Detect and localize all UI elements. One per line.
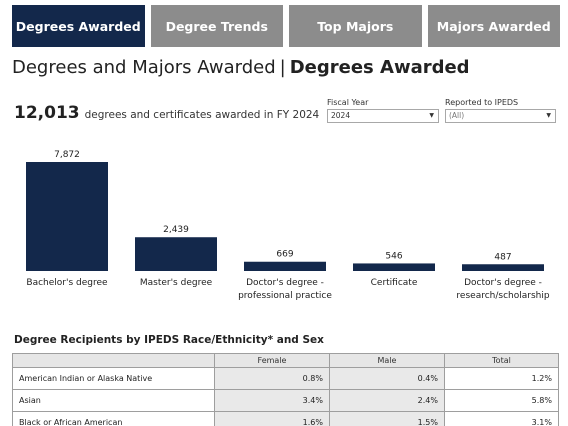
total-value: 1.2% (444, 367, 559, 390)
male-value: 1.5% (329, 411, 445, 426)
female-value: 0.8% (214, 367, 330, 390)
total-value: 5.8% (444, 389, 559, 412)
table-row: Black or African American 1.6% 1.5% 3.1% (12, 411, 559, 426)
category-label: professional practice (238, 291, 332, 301)
headline-summary: 12,013 degrees and certificates awarded … (14, 103, 319, 123)
ipeds-filter: Reported to IPEDS (All) ▼ (445, 98, 556, 123)
bar-value-label: 2,439 (163, 225, 189, 235)
tab-degree-trends[interactable]: Degree Trends (150, 5, 283, 47)
table-title: Degree Recipients by IPEDS Race/Ethnicit… (14, 334, 324, 346)
table-header-row: Female Male Total (12, 353, 559, 368)
bar-2[interactable] (244, 261, 326, 271)
fiscal-year-select[interactable]: 2024 ▼ (327, 109, 439, 123)
bar-value-label: 669 (276, 250, 293, 260)
row-label: American Indian or Alaska Native (12, 367, 215, 390)
total-degrees-count: 12,013 (14, 103, 80, 123)
title-separator: | (279, 57, 286, 78)
degrees-bar-chart: 7,872 Bachelor's degree 2,439 Master's degr… (26, 150, 550, 301)
bar-1[interactable] (135, 237, 217, 271)
page-title-main: Degrees and Majors Awarded (12, 57, 276, 78)
category-label: Certificate (371, 278, 418, 288)
ipeds-value: (All) (449, 111, 465, 120)
category-label: Master's degree (140, 278, 213, 288)
row-label: Black or African American (12, 411, 215, 426)
bar-4[interactable] (462, 264, 544, 271)
female-value: 1.6% (214, 411, 330, 426)
bar-0[interactable] (26, 162, 108, 271)
category-label: research/scholarship (456, 291, 549, 301)
table-row: Asian 3.4% 2.4% 5.8% (12, 389, 559, 412)
table-header-female: Female (214, 353, 330, 368)
female-value: 3.4% (214, 389, 330, 412)
tab-degrees-awarded[interactable]: Degrees Awarded (12, 5, 145, 47)
bar-value-label: 487 (494, 252, 511, 262)
table-header-total: Total (444, 353, 559, 368)
tab-top-majors[interactable]: Top Majors (289, 5, 422, 47)
male-value: 2.4% (329, 389, 445, 412)
page-title: Degrees and Majors Awarded | Degrees Award… (12, 57, 470, 78)
category-label: Bachelor's degree (26, 278, 108, 288)
category-label: Doctor's degree - (464, 278, 542, 288)
bar-3[interactable] (353, 263, 435, 271)
total-degrees-text: degrees and certificates awarded in FY 2… (84, 109, 320, 121)
category-label: Doctor's degree - (246, 278, 324, 288)
row-label: Asian (12, 389, 215, 412)
bar-value-label: 546 (385, 251, 402, 261)
chevron-down-icon: ▼ (429, 112, 434, 119)
fiscal-year-filter: Fiscal Year 2024 ▼ (327, 98, 439, 123)
total-value: 3.1% (444, 411, 559, 426)
fiscal-year-value: 2024 (331, 111, 351, 120)
table-header-blank (12, 353, 215, 368)
bar-value-label: 7,872 (54, 150, 80, 160)
tab-majors-awarded[interactable]: Majors Awarded (427, 5, 560, 47)
table-row: American Indian or Alaska Native 0.8% 0.… (12, 367, 559, 390)
page-title-sub: Degrees Awarded (289, 57, 470, 78)
fiscal-year-label: Fiscal Year (327, 98, 369, 107)
ipeds-label: Reported to IPEDS (445, 98, 519, 107)
tab-bar: Degrees Awarded Degree Trends Top Majors… (12, 5, 560, 47)
chevron-down-icon: ▼ (546, 112, 551, 119)
male-value: 0.4% (329, 367, 445, 390)
race-sex-table: Female Male Total American Indian or Ala… (12, 353, 559, 426)
table-header-male: Male (329, 353, 445, 368)
ipeds-select[interactable]: (All) ▼ (445, 109, 556, 123)
